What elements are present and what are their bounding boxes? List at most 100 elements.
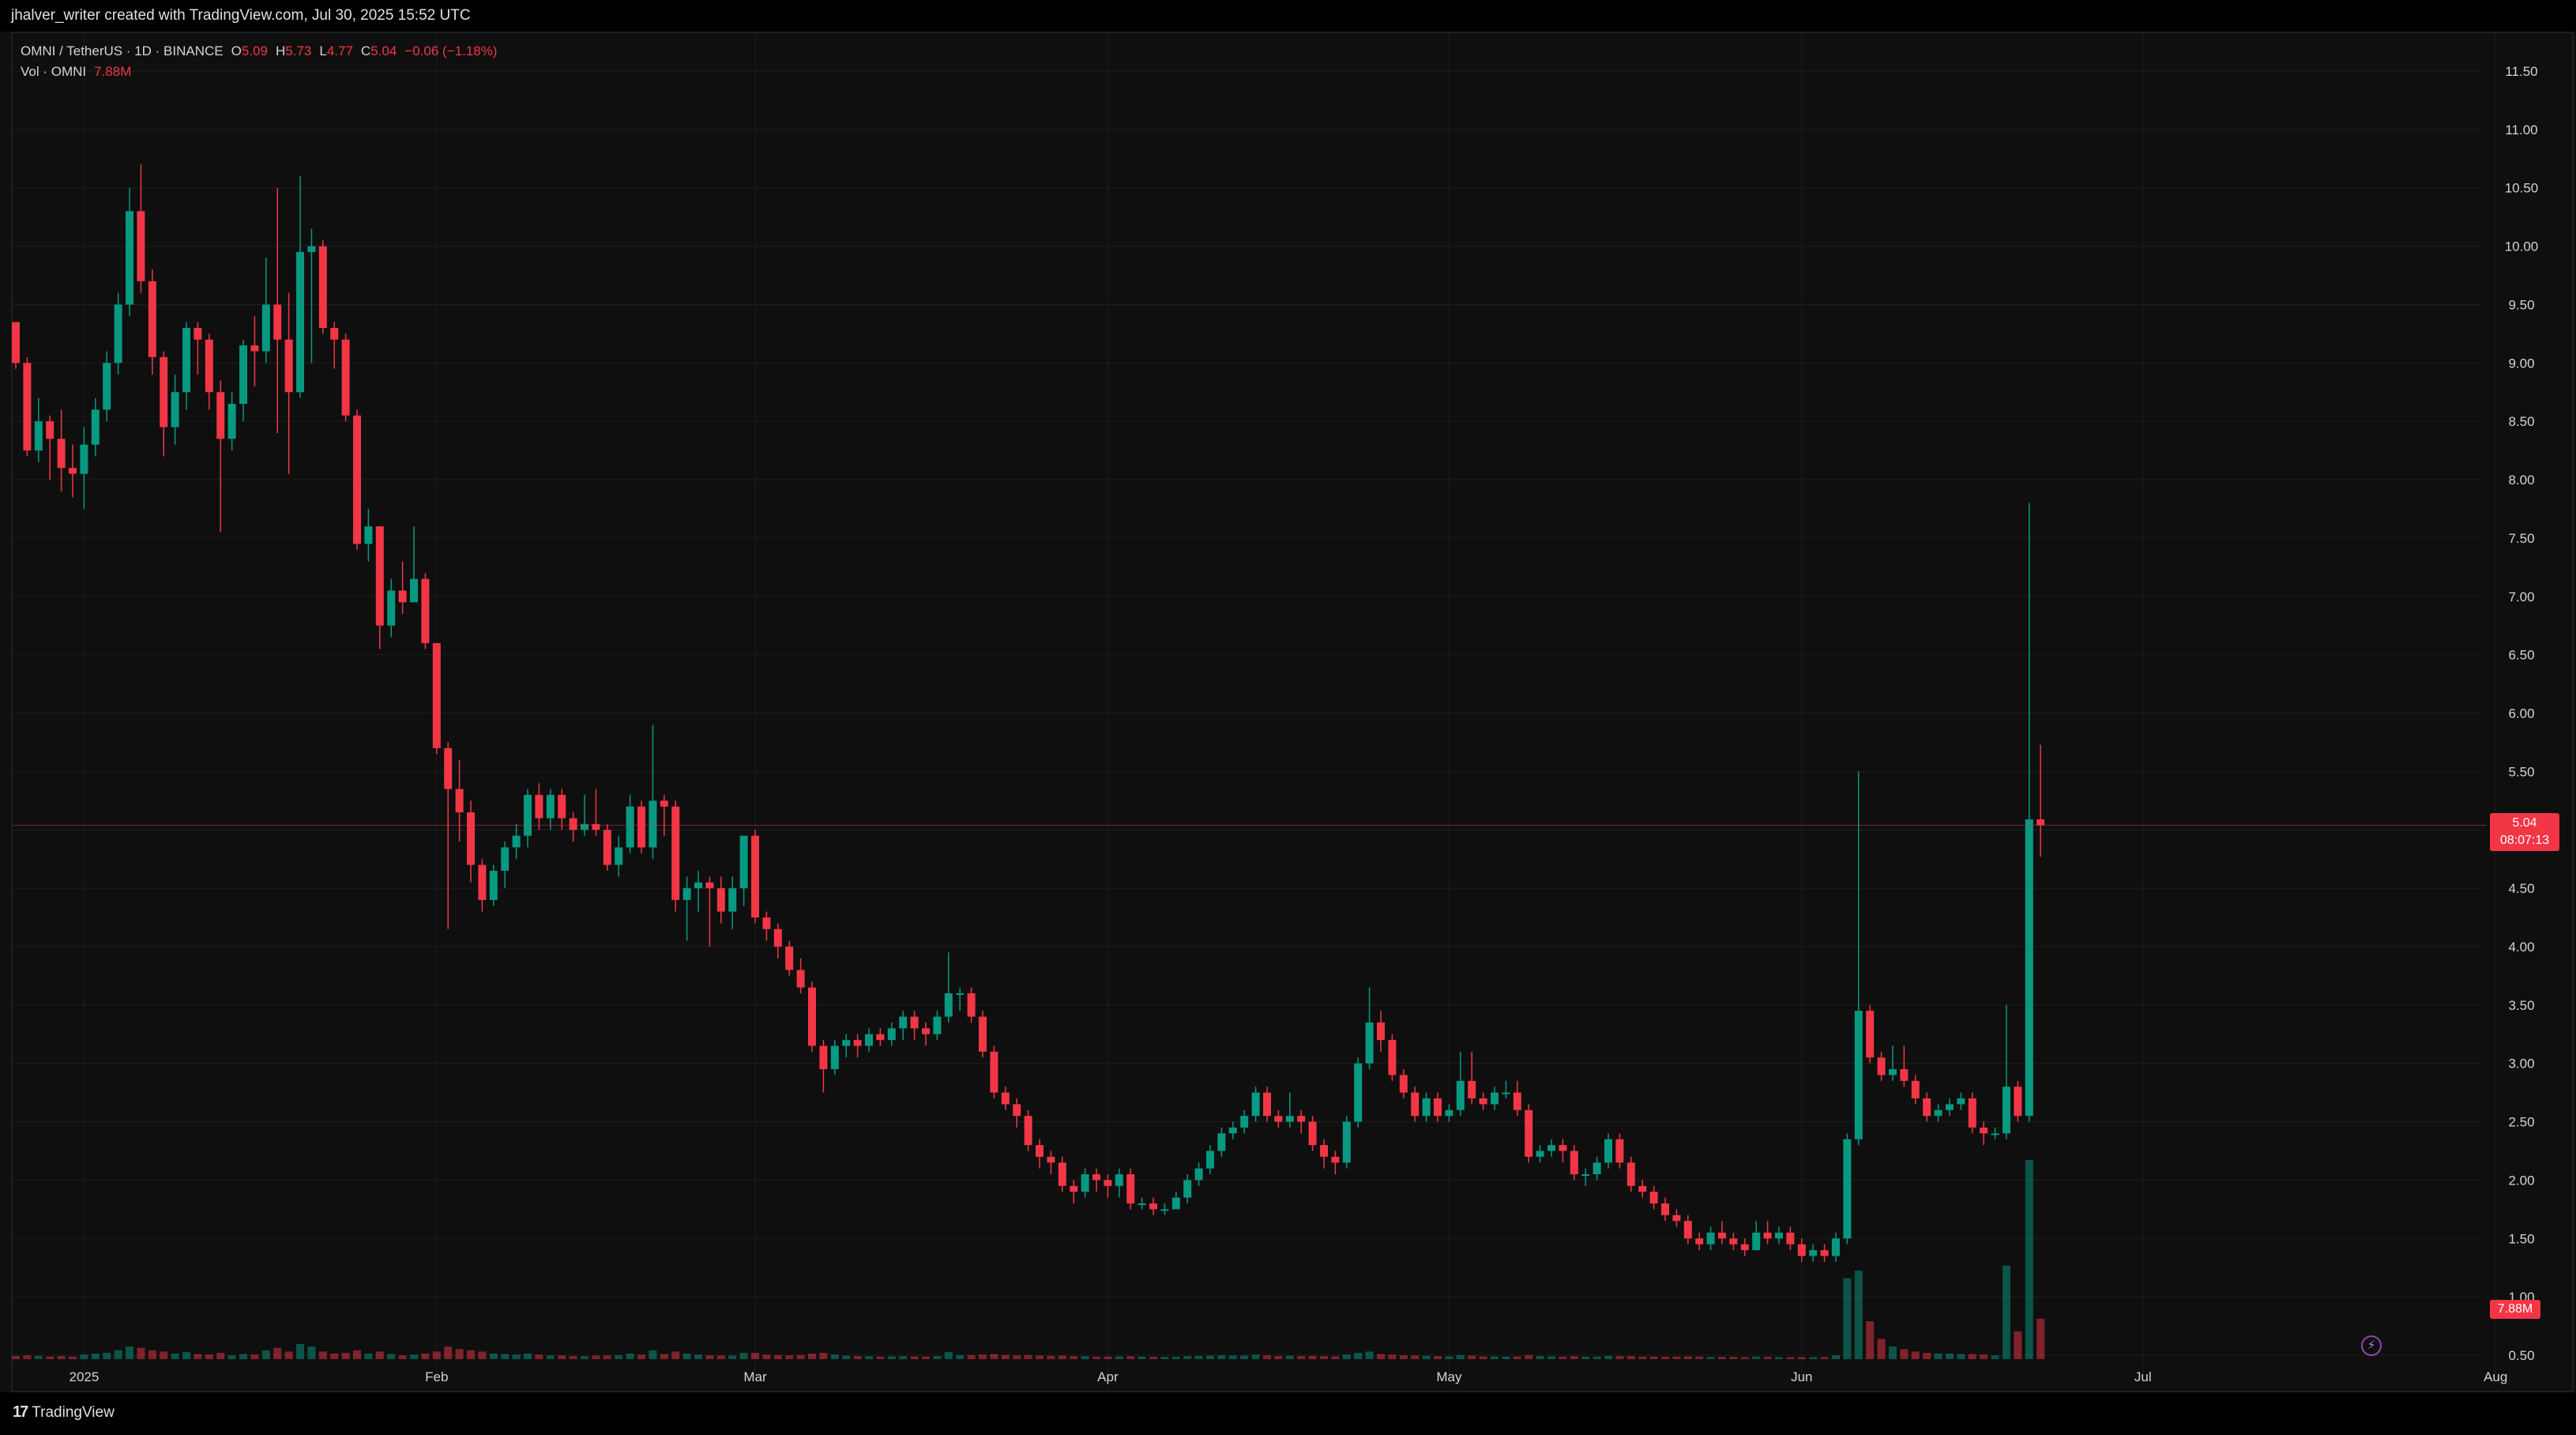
low-value: 4.77 bbox=[326, 43, 353, 58]
candle-body bbox=[1104, 1180, 1112, 1186]
volume-bar bbox=[103, 1353, 111, 1359]
candle-body bbox=[637, 806, 645, 848]
volume-bar bbox=[160, 1351, 168, 1359]
volume-bar bbox=[216, 1353, 225, 1359]
candle-body bbox=[1615, 1139, 1624, 1163]
volume-bar bbox=[1388, 1354, 1397, 1359]
volume-bar bbox=[318, 1351, 327, 1359]
volume-bar bbox=[773, 1354, 782, 1359]
candle-body bbox=[1968, 1098, 1976, 1128]
candle-body bbox=[250, 345, 259, 352]
volume-bar bbox=[1581, 1356, 1590, 1359]
candle-body bbox=[853, 1040, 862, 1046]
open-value: 5.09 bbox=[241, 43, 268, 58]
volume-bar bbox=[910, 1356, 919, 1359]
candle-body bbox=[1854, 1011, 1863, 1139]
volume-bar bbox=[1559, 1356, 1567, 1359]
volume-bar bbox=[1786, 1357, 1795, 1359]
volume-bar bbox=[705, 1355, 714, 1359]
volume-bar bbox=[1036, 1355, 1044, 1359]
candlestick-chart[interactable]: 11.50 11.00 10.50 10.00 9.50 9.00 8.50 8.00 7.50… bbox=[0, 0, 2576, 1392]
y-tick-label: 3.00 bbox=[2508, 1056, 2534, 1072]
candle-body bbox=[91, 409, 100, 445]
candle-body bbox=[819, 1045, 828, 1070]
candle-body bbox=[1786, 1232, 1795, 1245]
volume-bar bbox=[716, 1355, 725, 1359]
volume-bar bbox=[1491, 1356, 1499, 1359]
candle-body bbox=[296, 251, 304, 393]
volume-bar bbox=[944, 1352, 953, 1359]
candle-body bbox=[716, 888, 725, 912]
candle-body bbox=[762, 917, 771, 929]
candle-body bbox=[375, 526, 384, 626]
volume-bar bbox=[330, 1353, 339, 1359]
volume-bar bbox=[1320, 1356, 1328, 1359]
volume-bar bbox=[1217, 1355, 1226, 1359]
volume-bar bbox=[1263, 1355, 1271, 1359]
candle-body bbox=[1638, 1185, 1647, 1192]
current-price: 5.04 bbox=[2512, 816, 2537, 830]
candle-body bbox=[535, 794, 543, 819]
candle-body bbox=[1434, 1098, 1442, 1117]
candle-body bbox=[1468, 1080, 1476, 1098]
volume-bar bbox=[1024, 1354, 1032, 1359]
y-tick-label: 8.50 bbox=[2508, 414, 2534, 429]
candle-body bbox=[1297, 1116, 1306, 1122]
candle-body bbox=[887, 1028, 896, 1041]
high-value: 5.73 bbox=[285, 43, 312, 58]
volume-bar bbox=[739, 1353, 748, 1359]
candle-body bbox=[1240, 1116, 1249, 1128]
y-tick-label: 10.50 bbox=[2505, 181, 2539, 196]
candle-body bbox=[194, 328, 202, 340]
volume-bar bbox=[1889, 1346, 1897, 1359]
candle-body bbox=[69, 468, 77, 474]
close-label: C bbox=[360, 43, 371, 58]
candle-body bbox=[1422, 1098, 1431, 1117]
volume-bar bbox=[284, 1351, 293, 1359]
lightning-icon[interactable]: ⚡ bbox=[2361, 1335, 2382, 1356]
candle-body bbox=[171, 392, 179, 427]
volume-bar bbox=[1923, 1353, 1931, 1359]
volume-bar bbox=[69, 1356, 77, 1359]
volume-bar bbox=[785, 1355, 794, 1359]
volume-bar bbox=[34, 1355, 43, 1359]
x-axis: 2025 Feb Mar Apr May Jun Jul Aug bbox=[69, 1369, 2507, 1384]
candle-body bbox=[57, 439, 66, 469]
volume-bar bbox=[194, 1354, 202, 1359]
symbol-label[interactable]: OMNI / TetherUS · 1D · BINANCE bbox=[21, 43, 224, 58]
candle-body bbox=[1377, 1022, 1385, 1041]
tradingview-logo[interactable]: 17 TradingView bbox=[13, 1403, 115, 1422]
volume-bar bbox=[171, 1353, 179, 1359]
volume-bar bbox=[1377, 1354, 1385, 1359]
candle-body bbox=[1547, 1145, 1555, 1151]
candle-body bbox=[773, 928, 782, 947]
volume-bar bbox=[1456, 1354, 1465, 1359]
candle-body bbox=[23, 363, 32, 451]
candle-body bbox=[1411, 1092, 1420, 1117]
volume-bar bbox=[1911, 1351, 1920, 1359]
candle-body bbox=[796, 970, 805, 988]
volume-bar bbox=[1672, 1356, 1681, 1359]
volume-bar bbox=[1354, 1353, 1363, 1359]
volume-tag: 7.88M bbox=[2490, 1300, 2540, 1319]
volume-bar bbox=[2014, 1331, 2022, 1359]
y-tick-label: 11.50 bbox=[2505, 64, 2537, 79]
volume-bar bbox=[1740, 1357, 1749, 1359]
y-tick-label: 7.50 bbox=[2508, 531, 2534, 546]
volume-bar bbox=[683, 1353, 691, 1359]
volume-bar bbox=[1763, 1357, 1772, 1359]
volume-bar bbox=[1991, 1355, 1999, 1359]
candle-body bbox=[1013, 1104, 1021, 1117]
y-tick-label: 4.00 bbox=[2508, 940, 2534, 955]
volume-bar bbox=[1946, 1353, 1954, 1359]
volume-bar bbox=[1479, 1356, 1487, 1359]
volume-bar bbox=[1342, 1354, 1351, 1359]
volume-bar bbox=[114, 1350, 122, 1359]
candle-body bbox=[148, 281, 156, 357]
volume-label[interactable]: Vol · OMNI bbox=[21, 64, 87, 79]
candle-body bbox=[1649, 1192, 1658, 1203]
volume-bar bbox=[1649, 1356, 1658, 1359]
volume-bar bbox=[375, 1351, 384, 1359]
candle-body bbox=[1502, 1092, 1510, 1094]
candle-body bbox=[1320, 1145, 1328, 1157]
